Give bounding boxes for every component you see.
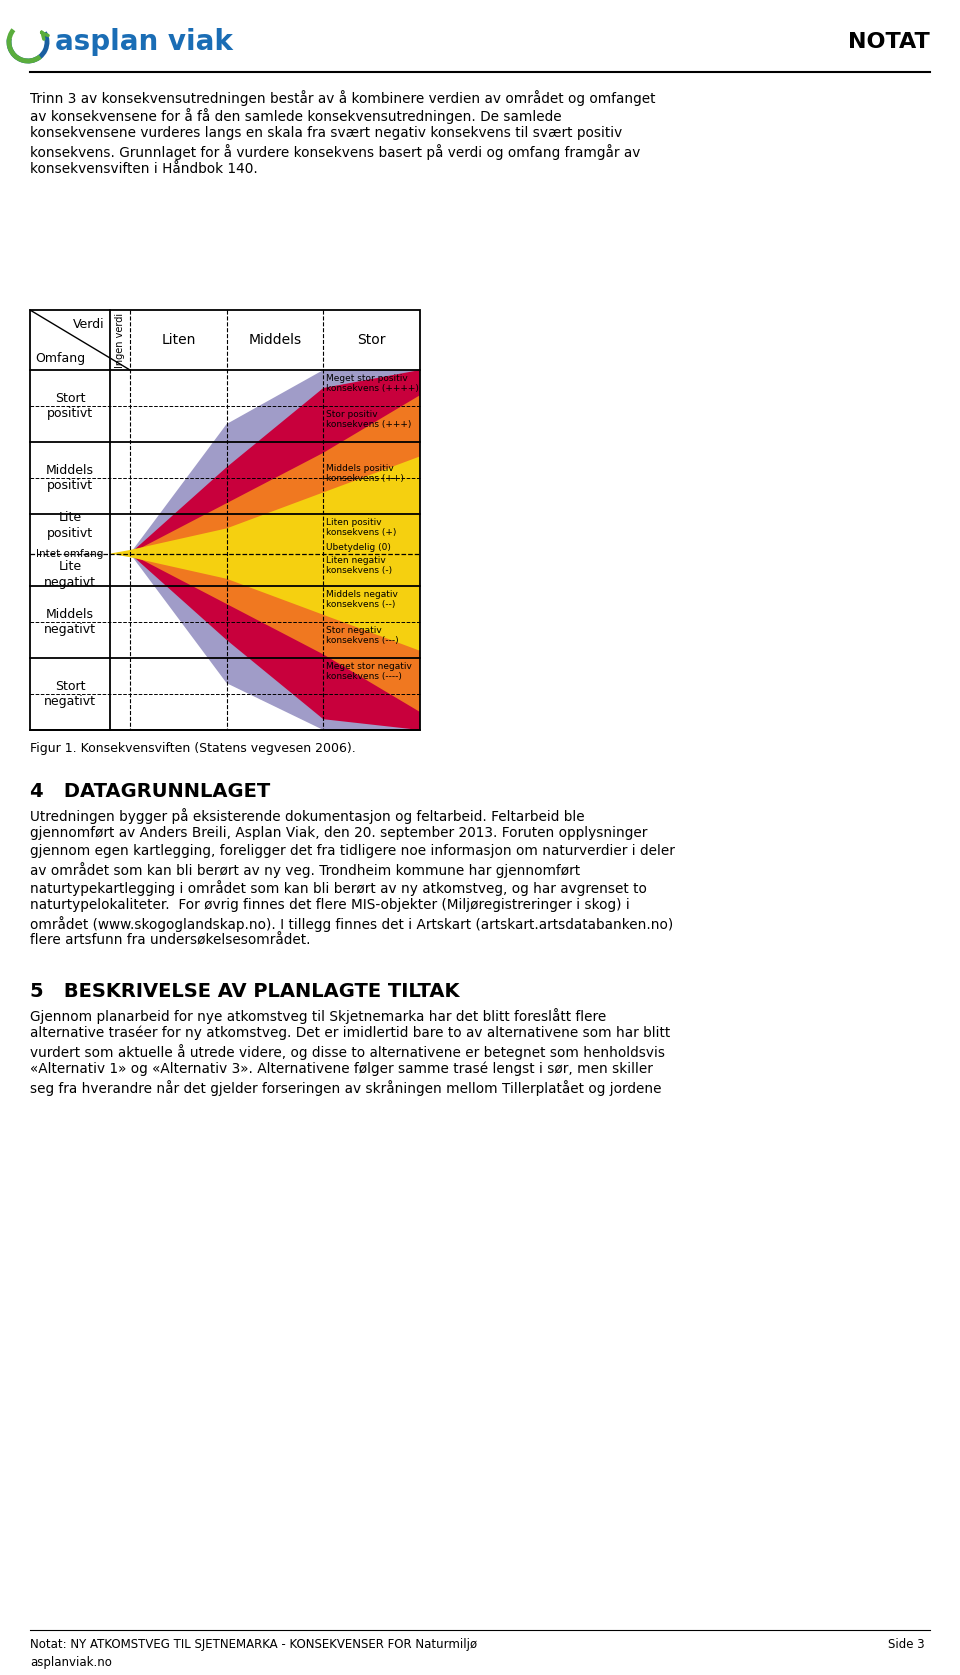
- Polygon shape: [110, 370, 420, 730]
- Text: asplanviak.no: asplanviak.no: [30, 1657, 112, 1668]
- Text: flere artsfunn fra undersøkelsesområdet.: flere artsfunn fra undersøkelsesområdet.: [30, 935, 310, 948]
- Text: Stor negativ
konsekvens (---): Stor negativ konsekvens (---): [326, 625, 399, 645]
- Text: Side 3: Side 3: [888, 1638, 925, 1652]
- Text: konsekvensene vurderes langs en skala fra svært negativ konsekvens til svært pos: konsekvensene vurderes langs en skala fr…: [30, 126, 622, 141]
- Text: konsekvensviften i Håndbok 140.: konsekvensviften i Håndbok 140.: [30, 162, 257, 176]
- Text: Verdi: Verdi: [73, 318, 105, 332]
- Text: Middels
negativt: Middels negativt: [44, 608, 96, 636]
- Text: Trinn 3 av konsekvensutredningen består av å kombinere verdien av området og omf: Trinn 3 av konsekvensutredningen består …: [30, 90, 656, 106]
- Text: Lite
positivt: Lite positivt: [47, 511, 93, 541]
- Text: alternative traséer for ny atkomstveg. Det er imidlertid bare to av alternativen: alternative traséer for ny atkomstveg. D…: [30, 1027, 670, 1040]
- Text: Lite
negativt: Lite negativt: [44, 561, 96, 590]
- Text: vurdert som aktuelle å utrede videre, og disse to alternativene er betegnet som : vurdert som aktuelle å utrede videre, og…: [30, 1044, 665, 1060]
- Bar: [30, 310, 420, 730]
- Text: 4   DATAGRUNNLAGET: 4 DATAGRUNNLAGET: [30, 782, 271, 801]
- Text: asplan viak: asplan viak: [55, 28, 233, 55]
- Polygon shape: [110, 370, 420, 730]
- Text: Liten positiv
konsekvens (+): Liten positiv konsekvens (+): [326, 518, 396, 538]
- Text: Liten negativ
konsekvens (-): Liten negativ konsekvens (-): [326, 556, 393, 575]
- Text: Ubetydelig (0): Ubetydelig (0): [326, 543, 392, 551]
- Text: Meget stor positiv
konsekvens (++++): Meget stor positiv konsekvens (++++): [326, 374, 420, 394]
- Text: Middels positiv
konsekvens (++): Middels positiv konsekvens (++): [326, 464, 404, 482]
- Text: Notat: NY ATKOMSTVEG TIL SJETNEMARKA - KONSEKVENSER FOR Naturmiljø: Notat: NY ATKOMSTVEG TIL SJETNEMARKA - K…: [30, 1638, 477, 1652]
- Text: Ingen verdi: Ingen verdi: [115, 313, 125, 367]
- Text: Stort
positivt: Stort positivt: [47, 392, 93, 420]
- Text: Stort
negativt: Stort negativt: [44, 680, 96, 709]
- Text: Omfang: Omfang: [35, 352, 85, 365]
- Text: seg fra hverandre når det gjelder forseringen av skråningen mellom Tillerplatået: seg fra hverandre når det gjelder forser…: [30, 1080, 661, 1095]
- Text: konsekvens. Grunnlaget for å vurdere konsekvens basert på verdi og omfang framgå: konsekvens. Grunnlaget for å vurdere kon…: [30, 144, 640, 159]
- Text: Middels: Middels: [249, 333, 301, 347]
- Polygon shape: [110, 395, 420, 712]
- Text: naturtypekartlegging i området som kan bli berørt av ny atkomstveg, og har avgre: naturtypekartlegging i området som kan b…: [30, 879, 647, 896]
- Text: «Alternativ 1» og «Alternativ 3». Alternativene følger samme trasé lengst i sør,: «Alternativ 1» og «Alternativ 3». Altern…: [30, 1062, 653, 1077]
- Text: gjennomført av Anders Breili, Asplan Viak, den 20. september 2013. Foruten opply: gjennomført av Anders Breili, Asplan Via…: [30, 826, 647, 839]
- Text: NOTAT: NOTAT: [849, 32, 930, 52]
- Text: Utredningen bygger på eksisterende dokumentasjon og feltarbeid. Feltarbeid ble: Utredningen bygger på eksisterende dokum…: [30, 807, 585, 824]
- Text: av området som kan bli berørt av ny veg. Trondheim kommune har gjennomført: av området som kan bli berørt av ny veg.…: [30, 863, 580, 878]
- Text: Gjennom planarbeid for nye atkomstveg til Skjetnemarka har det blitt foreslått f: Gjennom planarbeid for nye atkomstveg ti…: [30, 1008, 607, 1023]
- Bar: [30, 310, 420, 730]
- Text: Figur 1. Konsekvensviften (Statens vegvesen 2006).: Figur 1. Konsekvensviften (Statens vegve…: [30, 742, 356, 755]
- Text: området (www.skogoglandskap.no). I tillegg finnes det i Artskart (artskart.artsd: området (www.skogoglandskap.no). I tille…: [30, 916, 673, 931]
- Text: av konsekvensene for å få den samlede konsekvensutredningen. De samlede: av konsekvensene for å få den samlede ko…: [30, 107, 562, 124]
- Text: naturtypelokaliteter.  For øvrig finnes det flere MIS-objekter (Miljøregistrerin: naturtypelokaliteter. For øvrig finnes d…: [30, 898, 630, 911]
- Text: Liten: Liten: [161, 333, 196, 347]
- Text: Stor: Stor: [357, 333, 386, 347]
- Text: Stor positiv
konsekvens (+++): Stor positiv konsekvens (+++): [326, 410, 412, 429]
- Polygon shape: [110, 456, 420, 652]
- Text: gjennom egen kartlegging, foreligger det fra tidligere noe informasjon om naturv: gjennom egen kartlegging, foreligger det…: [30, 844, 675, 858]
- Text: Meget stor negativ
konsekvens (----): Meget stor negativ konsekvens (----): [326, 662, 412, 682]
- Text: Middels
positivt: Middels positivt: [46, 464, 94, 492]
- Text: 5   BESKRIVELSE AV PLANLAGTE TILTAK: 5 BESKRIVELSE AV PLANLAGTE TILTAK: [30, 982, 460, 1002]
- Text: Middels negativ
konsekvens (--): Middels negativ konsekvens (--): [326, 590, 398, 610]
- Text: Intet omfang: Intet omfang: [36, 549, 104, 558]
